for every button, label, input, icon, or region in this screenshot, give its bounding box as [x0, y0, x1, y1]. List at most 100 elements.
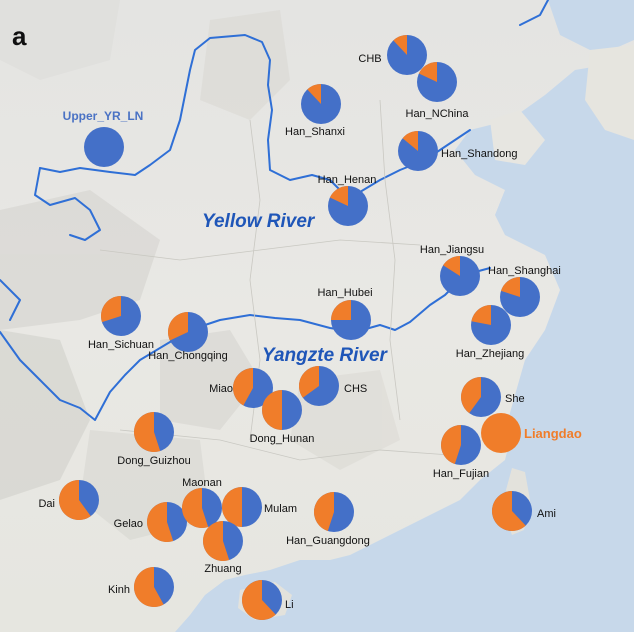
pie-han-hubei [331, 300, 371, 340]
pie-slice-orange-dong-guizhou [133, 412, 161, 452]
pie-slice-orange-chb [393, 35, 407, 55]
yangtze-upper-branch [0, 279, 21, 321]
pie-slice-orange-ami [491, 491, 526, 531]
label-dai: Dai [38, 498, 55, 510]
pie-slice-orange-han-nchina [418, 62, 437, 82]
yellow-river-line [39, 34, 471, 196]
pie-gelao [146, 502, 187, 542]
pie-han-chongqing [167, 312, 208, 352]
pie-slice-orange-han-shanxi [307, 84, 321, 104]
pie-slice-upper-yr-ln [84, 127, 124, 167]
label-li: Li [285, 599, 294, 611]
pie-slice-orange-han-fujian [441, 425, 461, 465]
pie-slice-liangdao [481, 413, 521, 453]
pie-dai [59, 480, 99, 520]
pie-slice-orange-han-jiangsu [443, 256, 460, 276]
label-han-shanghai: Han_Shanghai [488, 265, 561, 277]
pie-li [242, 580, 282, 620]
label-han-jiangsu: Han_Jiangsu [420, 244, 484, 256]
pie-han-guangdong [314, 492, 354, 532]
pie-han-nchina [417, 62, 457, 102]
label-han-chongqing: Han_Chongqing [148, 350, 228, 362]
pie-slice-orange-han-guangdong [314, 492, 334, 532]
label-zhuang: Zhuang [204, 563, 241, 575]
pie-chs [299, 366, 339, 406]
pie-slice-orange-han-hubei [331, 300, 351, 320]
pie-labels: Upper_YR_LN CHB Han_NChina Han_Shanxi Han_Sh… [38, 53, 581, 611]
pie-han-shandong [398, 131, 438, 171]
pie-han-jiangsu [440, 256, 480, 296]
pie-kinh [133, 567, 174, 607]
label-chb: CHB [358, 53, 381, 65]
pie-slice-orange-gelao [146, 502, 174, 542]
sea-north [548, 0, 634, 55]
label-kinh: Kinh [108, 584, 130, 596]
pie-slice-orange-han-sichuan [101, 296, 121, 323]
label-mulam: Mulam [264, 503, 297, 515]
rivers [0, 0, 549, 421]
label-dong-guizhou: Dong_Guizhou [117, 455, 190, 467]
label-han-fujian: Han_Fujian [433, 468, 489, 480]
label-dong-hunan: Dong_Hunan [250, 433, 315, 445]
pie-slice-orange-dong-hunan [262, 390, 282, 430]
label-miao: Miao [209, 383, 233, 395]
label-han-shanxi: Han_Shanxi [285, 126, 345, 138]
pie-dong-guizhou [133, 412, 174, 452]
pie-slice-orange-han-zhejiang [471, 305, 491, 325]
pie-slice-orange-miao [233, 368, 253, 406]
pie-she [461, 377, 501, 417]
pie-charts [59, 35, 540, 620]
label-upper-yr-ln: Upper_YR_LN [63, 109, 144, 123]
pie-slice-orange-mulam [222, 487, 242, 527]
pie-slice-orange-li [242, 580, 276, 620]
pie-slice-orange-zhuang [202, 521, 230, 561]
pie-slice-orange-dai [59, 480, 91, 520]
label-han-henan: Han_Henan [318, 174, 377, 186]
yangtze-river-label: Yangzte River [262, 345, 389, 366]
pie-han-henan [328, 186, 368, 226]
yangtze-river-line [0, 267, 491, 421]
pie-slice-orange-kinh [133, 567, 164, 607]
label-han-guangdong: Han_Guangdong [286, 535, 370, 547]
pie-slice-orange-han-chongqing [167, 312, 188, 341]
label-gelao: Gelao [114, 518, 143, 530]
pie-han-fujian [441, 425, 481, 465]
pie-dong-hunan [262, 390, 302, 430]
shandong-peninsula [490, 110, 545, 165]
label-ami: Ami [537, 508, 556, 520]
pie-han-shanxi [301, 84, 341, 124]
yellow-river-label: Yellow River [202, 211, 316, 232]
label-liangdao: Liangdao [524, 426, 582, 441]
pie-han-shanghai [500, 277, 540, 317]
pie-mulam [222, 487, 262, 527]
pie-han-zhejiang [471, 305, 511, 345]
label-han-shandong: Han_Shandong [441, 148, 517, 160]
yellow-river-upper [34, 167, 101, 241]
pie-slice-orange-han-shanghai [500, 277, 520, 297]
pie-miao [233, 368, 273, 408]
label-maonan: Maonan [182, 477, 222, 489]
pie-slice-orange-she [461, 377, 481, 414]
label-han-zhejiang: Han_Zhejiang [456, 348, 525, 360]
label-han-sichuan: Han_Sichuan [88, 339, 154, 351]
pie-zhuang [202, 521, 243, 561]
minor-river-north [519, 0, 549, 26]
label-chs: CHS [344, 383, 367, 395]
pie-slice-orange-maonan [182, 488, 209, 528]
pie-slice-orange-chs [299, 366, 319, 398]
label-han-nchina: Han_NChina [406, 108, 470, 120]
pie-slice-orange-han-henan [329, 186, 348, 206]
pie-ami [491, 491, 532, 531]
pie-upper-yr-ln [84, 127, 124, 167]
korea-land [585, 45, 634, 140]
pie-chb [387, 35, 427, 75]
panel-label: a [12, 21, 27, 51]
label-she: She [505, 393, 525, 405]
pie-liangdao [481, 413, 521, 453]
pie-slice-orange-han-shandong [402, 131, 418, 151]
label-han-hubei: Han_Hubei [317, 287, 372, 299]
pie-maonan [182, 488, 222, 528]
pie-han-sichuan [101, 296, 141, 336]
